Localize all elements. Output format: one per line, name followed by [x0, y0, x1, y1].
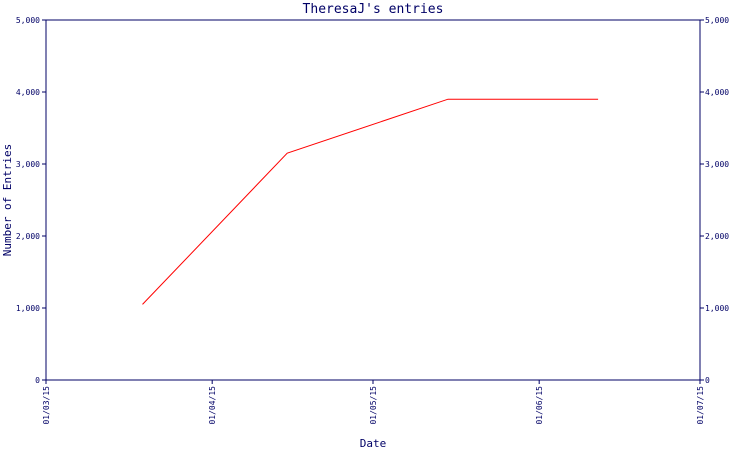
x-axis-label: Date — [360, 437, 387, 450]
x-tick-label: 01/04/15 — [208, 386, 217, 425]
y-tick-label-left: 0 — [35, 376, 40, 385]
x-axis: 01/03/15 01/04/15 01/05/15 01/06/15 01/07/15 — [42, 380, 705, 425]
y-tick-label-right: 1,000 — [705, 304, 729, 313]
y-tick-label-left: 3,000 — [16, 160, 40, 169]
y-tick-label-left: 5,000 — [16, 16, 40, 25]
y-axis-label: Number of Entries — [1, 144, 14, 257]
y-tick-label-right: 2,000 — [705, 232, 729, 241]
x-tick-label: 01/07/15 — [696, 386, 705, 425]
y-axis-left: 0 1,000 2,000 3,000 4,000 5,000 — [16, 16, 46, 385]
y-tick-label-right: 3,000 — [705, 160, 729, 169]
y-tick-label-right: 0 — [705, 376, 710, 385]
x-tick-label: 01/03/15 — [42, 386, 51, 425]
y-tick-label-left: 1,000 — [16, 304, 40, 313]
y-axis-right: 0 1,000 2,000 3,000 4,000 5,000 — [700, 16, 729, 385]
chart-title: TheresaJ's entries — [303, 2, 444, 17]
y-tick-label-right: 5,000 — [705, 16, 729, 25]
series-line — [142, 98, 599, 305]
y-tick-label-left: 4,000 — [16, 88, 40, 97]
y-tick-label-right: 4,000 — [705, 88, 729, 97]
x-tick-label: 01/05/15 — [369, 386, 378, 425]
x-tick-label: 01/06/15 — [535, 386, 544, 425]
y-tick-label-left: 2,000 — [16, 232, 40, 241]
plot-area — [45, 19, 701, 381]
